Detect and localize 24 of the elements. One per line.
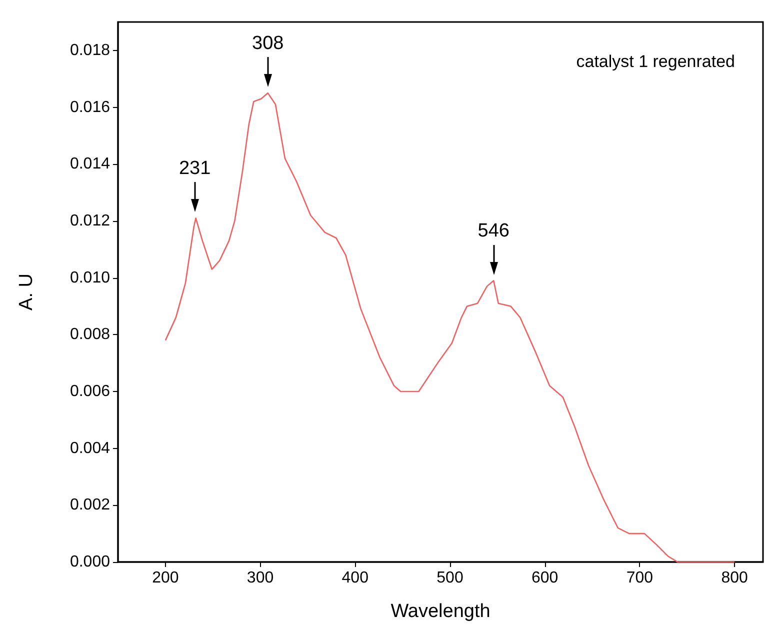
y-tick-label: 0.002 bbox=[70, 496, 110, 514]
annotation: catalyst 1 regenrated bbox=[576, 52, 736, 71]
x-tick-label: 200 bbox=[152, 570, 179, 586]
x-axis-title: Wavelength bbox=[390, 601, 490, 622]
annotation: 546 bbox=[478, 220, 510, 242]
y-tick-label: 0.014 bbox=[70, 156, 110, 173]
x-tick-label: 800 bbox=[721, 570, 748, 586]
y-tick-label: 0.012 bbox=[70, 212, 110, 230]
x-tick-label: 600 bbox=[531, 570, 558, 586]
y-tick-label: 0.010 bbox=[70, 269, 110, 286]
y-tick-label: 0.008 bbox=[70, 326, 110, 344]
annotation: 231 bbox=[178, 158, 211, 180]
y-tick-label: 0.016 bbox=[70, 98, 110, 116]
y-tick-label: 0.000 bbox=[70, 554, 110, 570]
y-tick-label: 0.006 bbox=[70, 382, 110, 400]
x-tick-label: 500 bbox=[436, 570, 464, 586]
x-tick-label: 400 bbox=[342, 570, 369, 586]
annotation: 308 bbox=[252, 33, 284, 54]
x-tick-label: 300 bbox=[246, 570, 274, 586]
y-tick-label: 0.004 bbox=[70, 440, 110, 457]
x-tick-label: 700 bbox=[626, 570, 654, 586]
y-tick-label: 0.018 bbox=[70, 42, 110, 59]
y-axis-title: A. U bbox=[16, 274, 37, 310]
line-series bbox=[164, 92, 736, 563]
